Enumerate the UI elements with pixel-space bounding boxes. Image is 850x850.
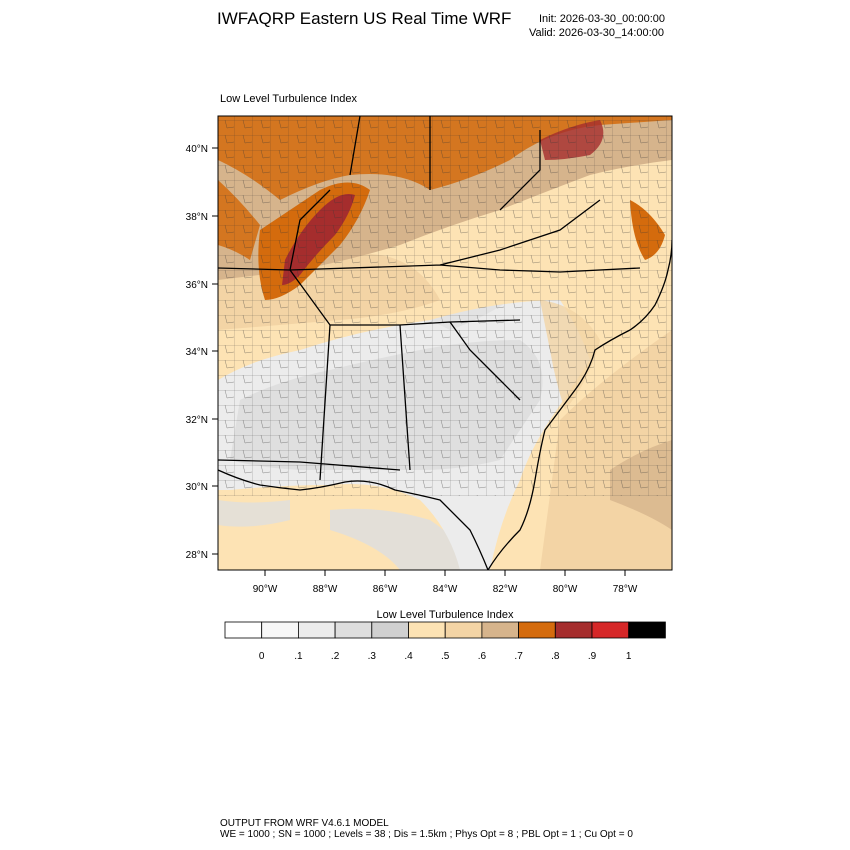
colorbar-box (371, 621, 409, 639)
state-borders (218, 116, 641, 481)
lat-tick-label: 40°N (186, 144, 208, 155)
lon-tick-label: 84°W (433, 584, 458, 595)
colorbar-title: Low Level Turbulence Index (377, 609, 514, 621)
colorbar-box (297, 621, 336, 639)
lon-tick-label: 82°W (493, 584, 518, 595)
colorbar-label: 1 (626, 651, 632, 662)
colorbar-box (444, 621, 483, 639)
gulf-plume-west (218, 500, 290, 527)
valid-time: Valid: 2026-03-30_14:00:00 (529, 27, 664, 39)
lon-axis: 90°W 88°W 86°W 84°W 82°W 80°W 78°W (253, 570, 638, 595)
lat-axis: 40°N 38°N 36°N 34°N 32°N 30°N 28°N (186, 144, 218, 561)
colorbar-labels: 0 .1 .2 .3 .4 .5 .6 .7 .8 .9 1 (259, 651, 632, 662)
colorbar-label: .2 (331, 651, 340, 662)
lon-tick-label: 80°W (553, 584, 578, 595)
main-title: IWFAQRP Eastern US Real Time WRF (217, 9, 512, 28)
lat-tick-label: 32°N (186, 415, 208, 426)
gulf-plume (330, 508, 480, 570)
colorbar-box (334, 621, 373, 639)
lon-tick-label: 78°W (613, 584, 638, 595)
county-lines (218, 116, 672, 496)
colorbar (224, 621, 666, 639)
colorbar-box (554, 621, 593, 639)
colorbar-label: .4 (404, 651, 413, 662)
lon-tick-label: 90°W (253, 584, 278, 595)
map-field (218, 116, 672, 570)
colorbar-box (518, 621, 556, 639)
colorbar-box (224, 621, 263, 639)
colorbar-box (481, 621, 519, 639)
colorbar-label: .1 (294, 651, 303, 662)
plot-title: Low Level Turbulence Index (220, 93, 357, 105)
colorbar-box (628, 621, 666, 639)
colorbar-label: .3 (368, 651, 377, 662)
colorbar-label: .8 (551, 651, 560, 662)
colorbar-box (591, 621, 630, 639)
coastline (218, 239, 672, 570)
lat-tick-label: 34°N (186, 347, 208, 358)
colorbar-label: 0 (259, 651, 265, 662)
init-time: Init: 2026-03-30_00:00:00 (539, 13, 665, 25)
lat-tick-label: 30°N (186, 482, 208, 493)
colorbar-box (408, 621, 446, 639)
lat-tick-label: 36°N (186, 280, 208, 291)
colorbar-label: .7 (514, 651, 523, 662)
footer-model-line: OUTPUT FROM WRF V4.6.1 MODEL (220, 818, 389, 829)
lon-tick-label: 88°W (313, 584, 338, 595)
lon-tick-label: 86°W (373, 584, 398, 595)
footer-config-line: WE = 1000 ; SN = 1000 ; Levels = 38 ; Di… (220, 829, 633, 840)
colorbar-box (261, 621, 299, 639)
colorbar-label: .6 (478, 651, 487, 662)
lat-tick-label: 28°N (186, 550, 208, 561)
colorbar-label: .5 (441, 651, 450, 662)
colorbar-label: .9 (588, 651, 597, 662)
lat-tick-label: 38°N (186, 212, 208, 223)
